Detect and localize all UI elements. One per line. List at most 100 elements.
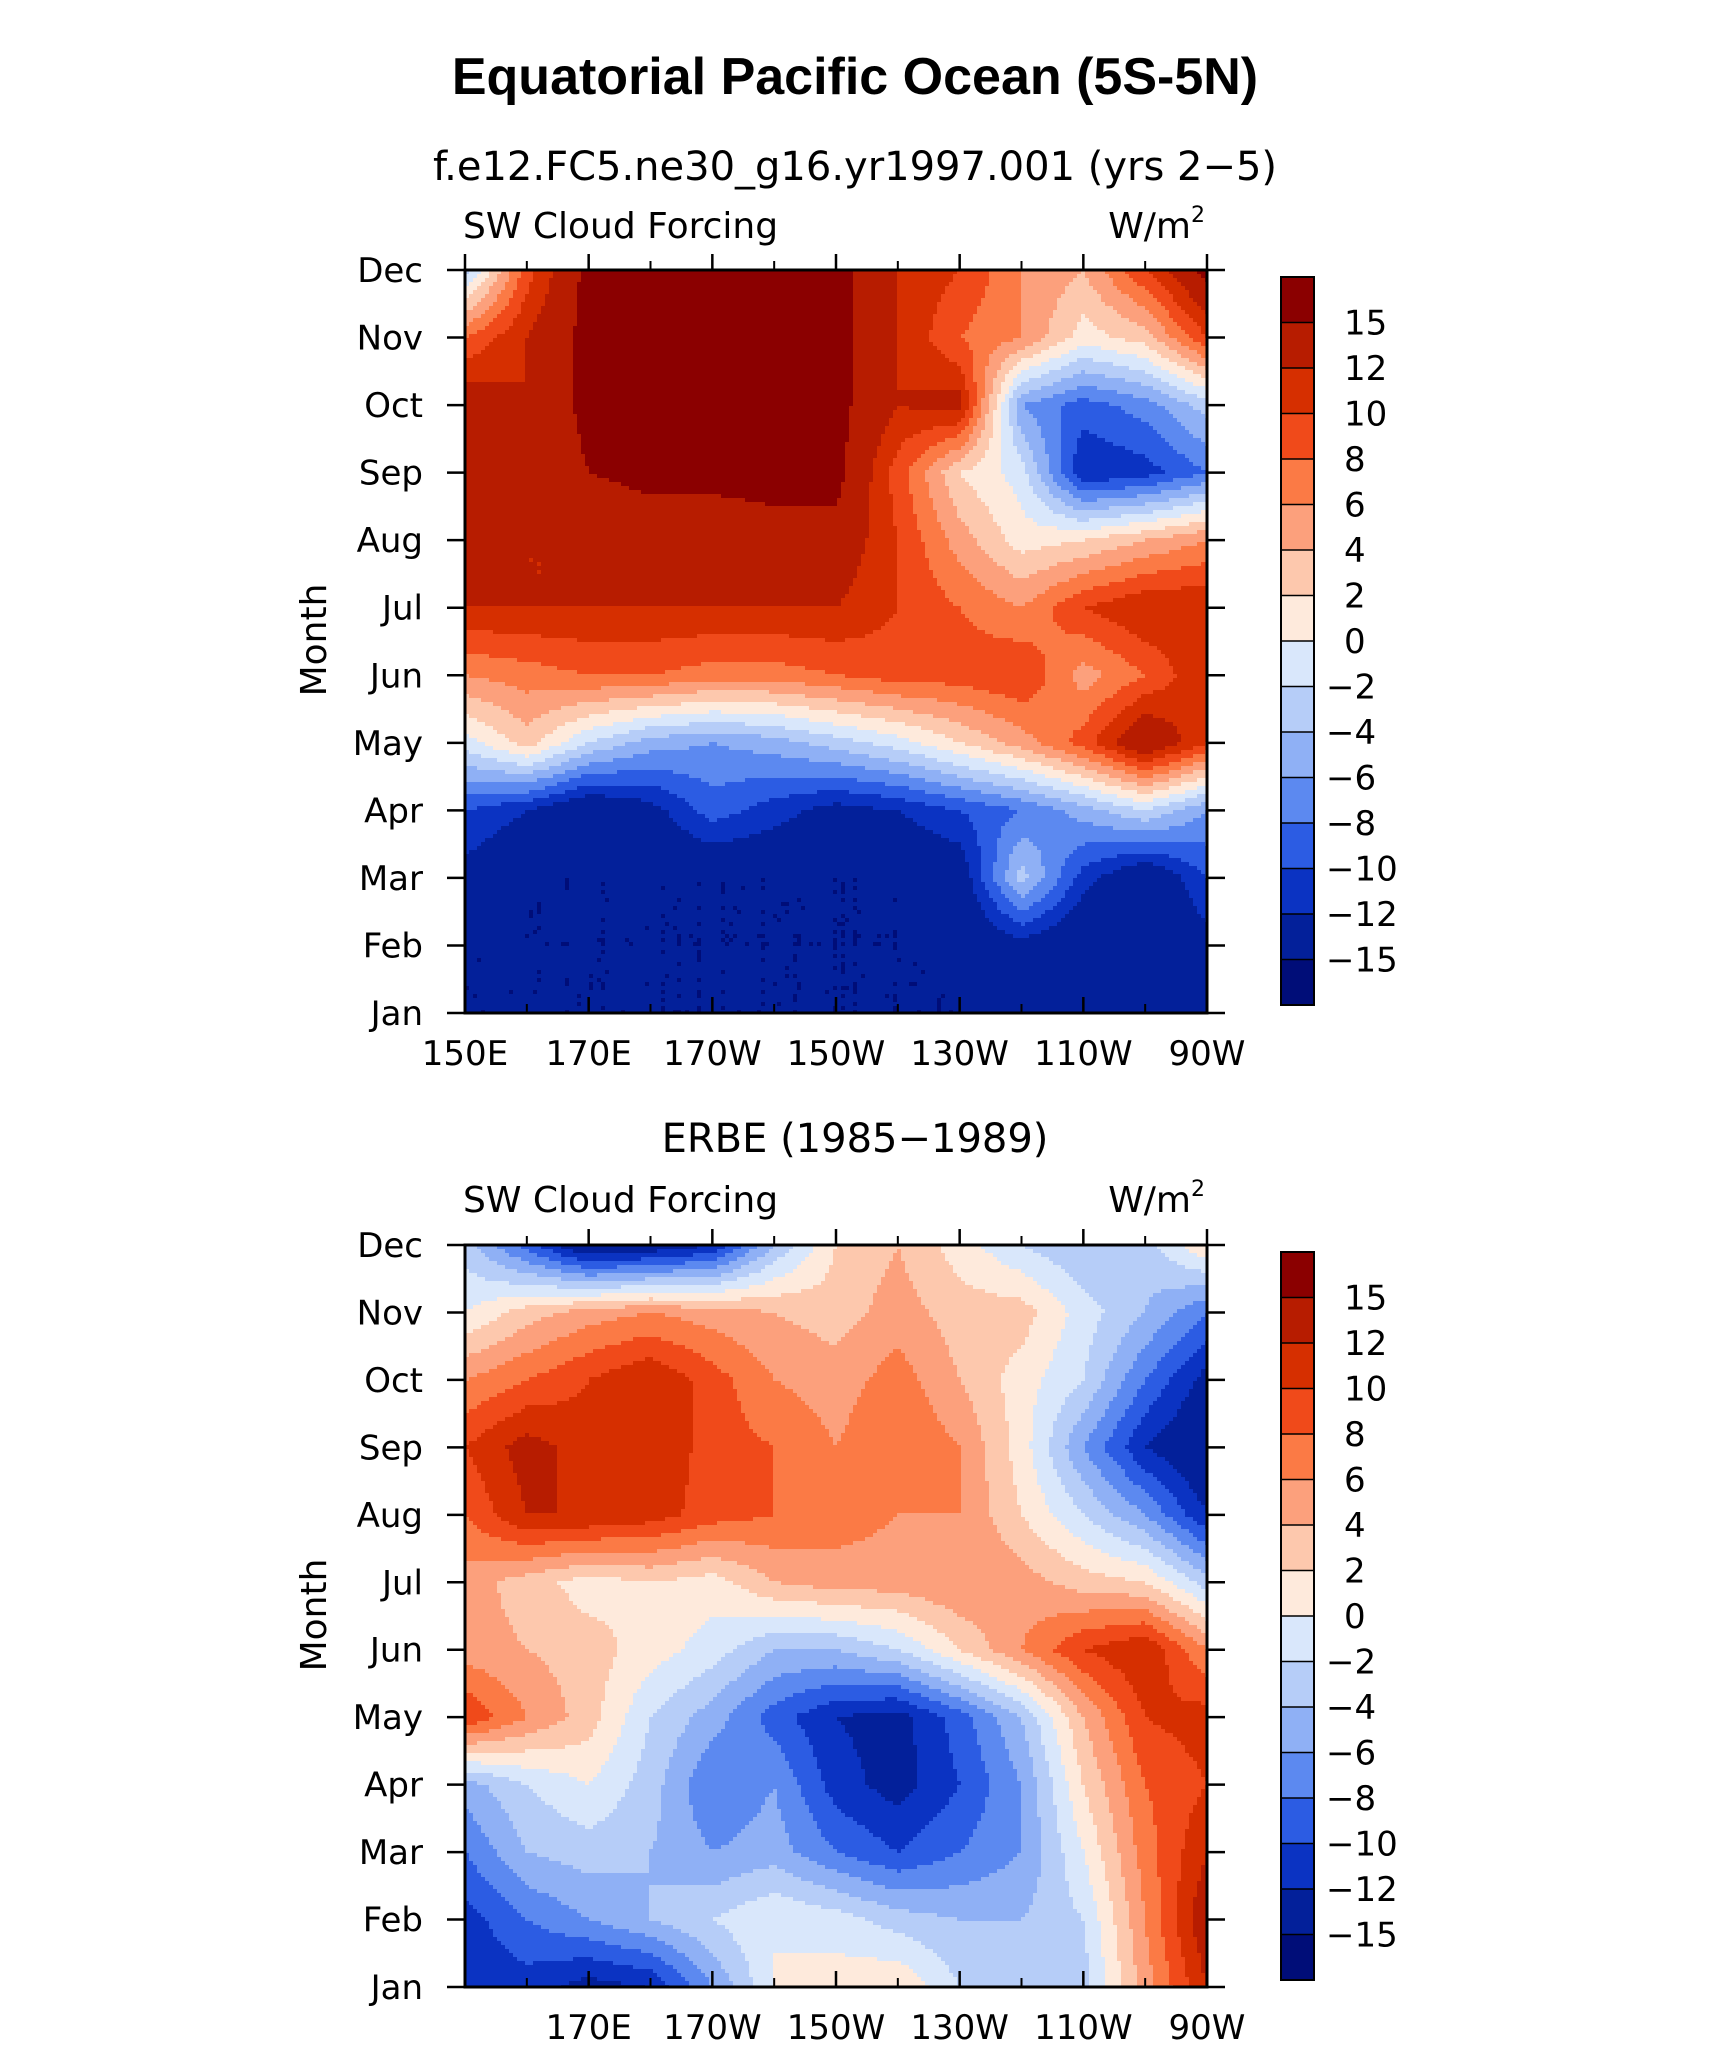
heatmap-cell (1189, 274, 1194, 279)
heatmap-cell (829, 274, 834, 279)
heatmap-cell (845, 274, 850, 279)
heatmap-cell (673, 278, 678, 283)
heatmap-cell (817, 278, 822, 283)
heatmap-cell (553, 278, 558, 283)
heatmap-cell (1145, 274, 1150, 279)
heatmap-cell (1145, 278, 1150, 283)
heatmap-cell (749, 274, 754, 279)
heatmap-cell (805, 274, 810, 279)
heatmap-cell (749, 278, 754, 283)
heatmap-cell (537, 274, 542, 279)
heatmap-cell (1173, 278, 1178, 283)
heatmap-cell (509, 274, 514, 279)
heatmap-cell (585, 274, 590, 279)
heatmap-cell (1113, 274, 1118, 279)
heatmap-cell (1141, 278, 1146, 283)
heatmap-cell (837, 278, 842, 283)
heatmap-cell (641, 274, 646, 279)
heatmap-cell (665, 278, 670, 283)
heatmap-cell (1017, 274, 1022, 279)
heatmap-cell (1193, 274, 1198, 279)
heatmap-cell (545, 282, 550, 287)
heatmap-cell (1101, 278, 1106, 283)
heatmap-cell (1049, 274, 1054, 279)
heatmap-cell (1093, 278, 1098, 283)
heatmap-cell (533, 274, 538, 279)
heatmap-cell (729, 278, 734, 283)
heatmap-cell (837, 274, 842, 279)
heatmap-cell (529, 274, 534, 279)
heatmap-cell (501, 282, 506, 287)
heatmap-cell (905, 274, 910, 279)
heatmap-cell (489, 274, 494, 279)
heatmap-cell (493, 278, 498, 283)
heatmap-cell (777, 274, 782, 279)
heatmap-cell (697, 274, 702, 279)
heatmap-cell (501, 278, 506, 283)
heatmap-cell (613, 278, 618, 283)
heatmap-cell (757, 274, 762, 279)
heatmap-cell (537, 282, 542, 287)
heatmap-cell (581, 274, 586, 279)
heatmap-cell (533, 282, 538, 287)
heatmap-cell (937, 278, 942, 283)
heatmap-cell (1153, 274, 1158, 279)
heatmap-cell (977, 278, 982, 283)
heatmap-cell (549, 282, 554, 287)
heatmap-cell (937, 274, 942, 279)
heatmap-cell (633, 274, 638, 279)
heatmap-cell (901, 274, 906, 279)
heatmap-cell (1177, 278, 1182, 283)
heatmap-cell (809, 278, 814, 283)
heatmap-cell (885, 278, 890, 283)
top-panel-units-superscript: 2 (1191, 203, 1205, 228)
heatmap-cell (933, 278, 938, 283)
heatmap-cell (1197, 278, 1202, 283)
heatmap-cell (1185, 278, 1190, 283)
heatmap-cell (1109, 278, 1114, 283)
heatmap-cell (861, 274, 866, 279)
top-panel-title: f.e12.FC5.ne30_g16.yr1997.001 (yrs 2−5) (433, 144, 1277, 190)
heatmap-cell (513, 274, 518, 279)
heatmap-cell (517, 278, 522, 283)
heatmap-cell (1045, 278, 1050, 283)
heatmap-cell (637, 274, 642, 279)
heatmap-cell (649, 274, 654, 279)
heatmap-cell (577, 282, 582, 287)
heatmap-cell (553, 282, 558, 287)
heatmap-cell (709, 278, 714, 283)
heatmap-cell (917, 274, 922, 279)
heatmap-cell (725, 274, 730, 279)
heatmap-cell (649, 278, 654, 283)
heatmap-cell (549, 278, 554, 283)
heatmap-cell (1077, 274, 1082, 279)
heatmap-cell (705, 278, 710, 283)
heatmap-cell (1089, 278, 1094, 283)
heatmap-cell (941, 274, 946, 279)
heatmap-cell (901, 278, 906, 283)
heatmap-cell (1189, 278, 1194, 283)
heatmap-cell (769, 274, 774, 279)
heatmap-cell (1021, 278, 1026, 283)
heatmap-cell (1165, 278, 1170, 283)
heatmap-cell (737, 274, 742, 279)
heatmap-cell (609, 274, 614, 279)
heatmap-cell (517, 274, 522, 279)
heatmap-cell (621, 274, 626, 279)
heatmap-cell (1009, 274, 1014, 279)
heatmap-cell (961, 274, 966, 279)
heatmap-cell (969, 278, 974, 283)
heatmap-cell (977, 274, 982, 279)
heatmap-cell (1109, 274, 1114, 279)
heatmap-cell (1125, 274, 1130, 279)
heatmap-cell (909, 274, 914, 279)
heatmap-cell (545, 274, 550, 279)
heatmap-cell (877, 278, 882, 283)
heatmap-cell (693, 274, 698, 279)
heatmap-cell (513, 278, 518, 283)
heatmap-cell (1069, 278, 1074, 283)
heatmap-cell (505, 282, 510, 287)
heatmap-cell (1005, 278, 1010, 283)
heatmap-cell (1077, 278, 1082, 283)
heatmap-cell (1165, 274, 1170, 279)
